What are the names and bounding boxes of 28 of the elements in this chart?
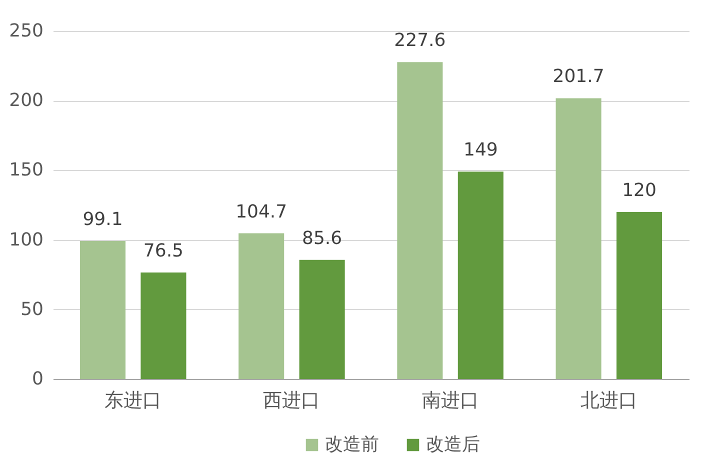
x-tick-label: 南进口 [422,390,479,412]
bar [299,260,345,379]
x-tick-label: 北进口 [580,390,638,412]
y-tick-label: 200 [9,90,44,112]
bar [458,172,504,379]
bar [556,98,602,379]
y-tick-label: 250 [9,20,44,42]
bar [616,212,662,379]
data-label: 227.6 [394,30,446,52]
y-tick-label: 0 [32,368,44,390]
data-label: 85.6 [302,228,342,249]
data-label: 149 [463,140,498,161]
bar [80,241,126,379]
data-label: 99.1 [82,209,123,230]
data-label: 104.7 [236,201,288,222]
data-label: 76.5 [143,240,184,262]
bar [238,233,284,379]
x-tick-label: 西进口 [263,390,320,412]
bar [140,272,186,379]
x-tick-label: 东进口 [104,390,162,412]
legend-label: 改造前 [325,434,379,455]
bar [397,62,443,379]
legend-label: 改造后 [426,434,480,455]
data-label: 201.7 [552,66,604,88]
y-tick-label: 50 [20,298,44,320]
y-tick-label: 100 [9,229,44,250]
data-label: 120 [622,180,656,201]
y-tick-label: 150 [9,160,44,181]
